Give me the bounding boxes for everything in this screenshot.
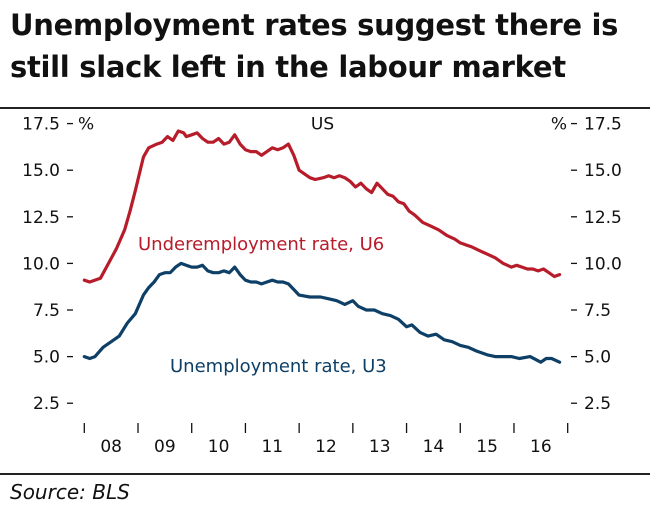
y-tick-label-left: 2.5 bbox=[33, 394, 60, 414]
source-note: Source: BLS bbox=[10, 480, 130, 504]
title-divider bbox=[0, 107, 650, 109]
y-tick-label-left: 10.0 bbox=[22, 254, 60, 274]
y-tick-label-left: 7.5 bbox=[33, 301, 60, 321]
chart-labels: Underemployment rate, U6 Unemployment rat… bbox=[138, 234, 387, 377]
y-tick-label-left: 17.5 bbox=[22, 115, 60, 135]
y-tick-label-right: 7.5 bbox=[584, 301, 611, 321]
y-tick-label-left: 15.0 bbox=[22, 161, 60, 181]
x-tick-label: 16 bbox=[530, 437, 552, 457]
unit-label-right: % bbox=[551, 115, 567, 135]
annotation-u3: Unemployment rate, U3 bbox=[170, 356, 387, 377]
y-tick-label-right: 15.0 bbox=[584, 161, 622, 181]
chart-lines bbox=[82, 129, 562, 364]
unit-label-left: % bbox=[78, 115, 94, 135]
y-tick-label-left: 12.5 bbox=[22, 208, 60, 228]
y-tick-label-right: 10.0 bbox=[584, 254, 622, 274]
x-tick-label: 15 bbox=[476, 437, 498, 457]
x-tick-label: 13 bbox=[369, 437, 391, 457]
chart-title: Unemployment rates suggest there is stil… bbox=[10, 8, 619, 84]
x-tick-label: 09 bbox=[154, 437, 176, 457]
x-tick-label: 12 bbox=[315, 437, 337, 457]
source-divider bbox=[0, 473, 650, 475]
x-tick-label: 14 bbox=[423, 437, 445, 457]
x-tick-label: 08 bbox=[100, 437, 122, 457]
x-tick-label: 10 bbox=[208, 437, 230, 457]
panel-title: US bbox=[311, 115, 334, 135]
chart-axes: 2.5 2.5 5.0 5.0 7.5 7.5 10.0 10.0 12.5 12.5 15.0 15… bbox=[22, 115, 622, 457]
y-tick-label-right: 17.5 bbox=[584, 115, 622, 135]
x-tick-label: 11 bbox=[261, 437, 283, 457]
series-line-u3 bbox=[82, 261, 562, 364]
chart-canvas: 2.5 2.5 5.0 5.0 7.5 7.5 10.0 10.0 12.5 12.5 15.0 15… bbox=[22, 115, 622, 457]
y-tick-label-right: 2.5 bbox=[584, 394, 611, 414]
y-tick-label-right: 5.0 bbox=[584, 348, 611, 368]
series-line-u6 bbox=[82, 129, 562, 284]
annotation-u6: Underemployment rate, U6 bbox=[138, 234, 384, 255]
y-tick-label-right: 12.5 bbox=[584, 208, 622, 228]
y-tick-label-left: 5.0 bbox=[33, 348, 60, 368]
